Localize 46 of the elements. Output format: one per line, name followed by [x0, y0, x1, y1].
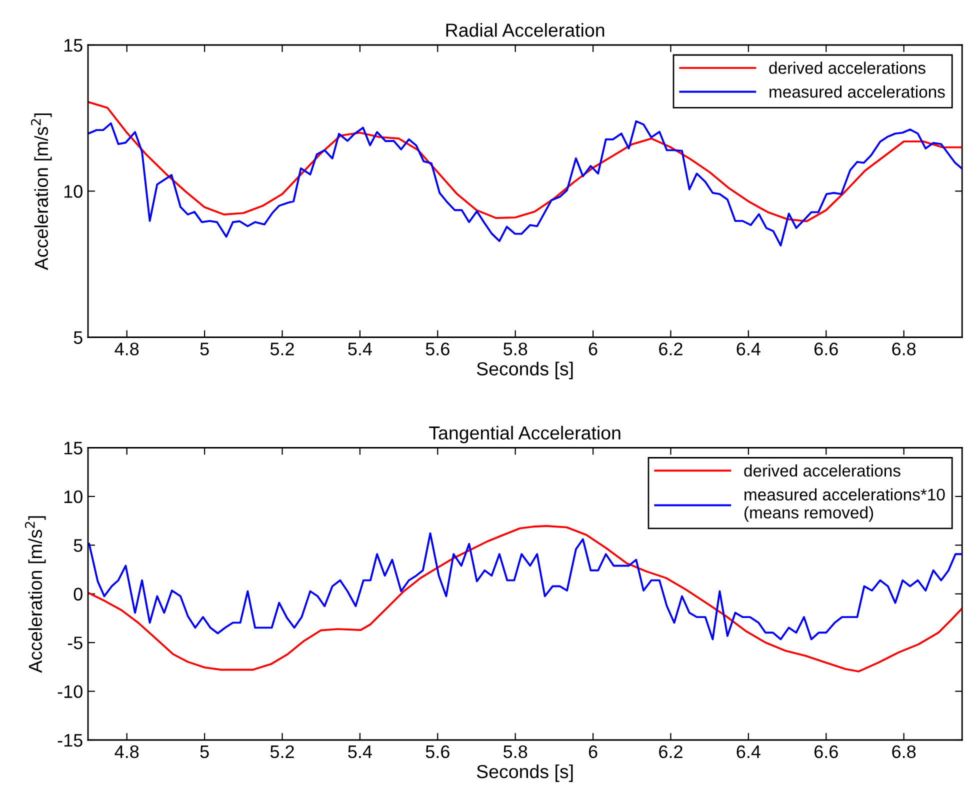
- x-tick-label: 6.8: [892, 745, 916, 758]
- chart-title: Tangential Acceleration: [429, 426, 620, 444]
- x-tick-label: 5: [200, 746, 209, 758]
- y-tick-label: 15: [64, 442, 82, 454]
- y-axis-title: Acceleration [m/s$^{2}$]: [24, 516, 46, 673]
- y-tick-label: 15: [64, 39, 82, 52]
- x-tick-label: 6.2: [659, 745, 682, 758]
- line-series: [88, 525, 962, 672]
- x-tick-label: 6.8: [892, 342, 916, 356]
- legend-label: derived accelerations: [744, 464, 900, 477]
- x-tick-label: 5.6: [426, 745, 450, 758]
- x-tick-label: 6.6: [814, 342, 838, 356]
- chart-title: Radial Acceleration: [446, 23, 604, 37]
- x-tick-label: 6.4: [736, 745, 760, 758]
- y-tick-label: 5: [74, 331, 82, 344]
- x-tick-label: 5.2: [270, 342, 294, 356]
- x-tick-label: 6.6: [814, 745, 838, 758]
- x-tick-label: 5: [200, 342, 209, 356]
- x-tick-label: 6.4: [736, 342, 760, 356]
- x-tick-label: 5.4: [348, 342, 372, 356]
- legend-label: measured accelerations: [770, 86, 945, 98]
- y-tick-label: 0: [74, 588, 82, 601]
- x-tick-label: 5.2: [270, 745, 294, 758]
- x-tick-label: 5.8: [504, 342, 528, 356]
- y-tick-label: 5: [74, 539, 82, 552]
- x-tick-label: 4.8: [114, 745, 139, 758]
- y-tick-label: -5: [68, 636, 82, 650]
- x-tick-label: 4.8: [114, 342, 139, 356]
- x-tick-label: 5.8: [504, 745, 528, 758]
- y-axis-title: Acceleration [m/s$^{2}$]: [30, 113, 52, 270]
- line-series: [88, 120, 962, 246]
- x-axis-title: Seconds [s]: [476, 362, 573, 380]
- legend-label: measured accelerations*10 (means removed): [744, 488, 945, 522]
- x-tick-label: 6.2: [659, 342, 682, 356]
- x-tick-label: 5.6: [426, 342, 450, 356]
- y-tick-label: 10: [64, 490, 82, 504]
- x-tick-label: 6: [588, 745, 598, 758]
- legend-label: derived accelerations: [769, 62, 926, 74]
- x-tick-label: 5.4: [348, 746, 372, 758]
- y-tick-label: -10: [58, 685, 82, 698]
- line-series: [88, 101, 962, 222]
- x-tick-label: 6: [588, 342, 598, 356]
- y-tick-label: -15: [58, 734, 82, 747]
- line-series: [88, 532, 962, 640]
- y-tick-label: 10: [64, 185, 82, 198]
- x-axis-title: Seconds [s]: [476, 764, 573, 782]
